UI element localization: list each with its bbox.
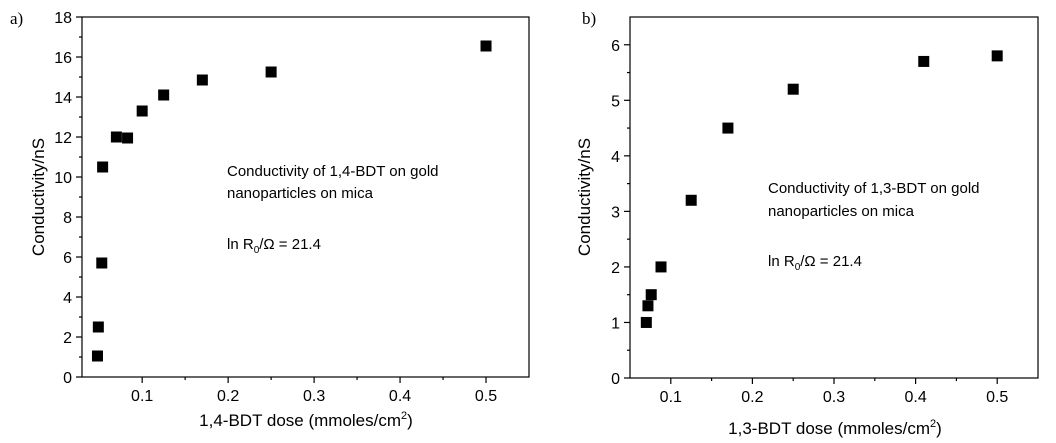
panel-a-data-point <box>136 105 148 117</box>
panel-a-data-point <box>480 40 492 52</box>
panel-a-data-point <box>158 89 170 101</box>
panel-b-label: b) <box>582 9 596 28</box>
panel-b-data-point <box>645 289 657 301</box>
panel-a-y-axis-title: Conductivity/nS <box>29 138 48 256</box>
panel-a-x-axis-title: 1,4-BDT dose (mmoles/cm2) <box>199 410 413 430</box>
panel-b-annotation-formula: ln R0/Ω = 21.4 <box>768 253 862 273</box>
panel-b-x-axis-title: 1,3-BDT dose (mmoles/cm2) <box>728 418 942 438</box>
panel-b-annotation-line1: Conductivity of 1,3-BDT on gold <box>768 180 980 197</box>
panel-b-y-tick-label: 2 <box>611 260 620 277</box>
panel-b-x-tick-label: 0.5 <box>986 389 1008 406</box>
panel-a-chart: a) 0.1 0.2 0.3 0.4 0.5 0 2 4 6 8 10 12 14 16 18 1,4-B… <box>10 9 530 430</box>
panel-a-x-tick-label: 0.4 <box>389 388 411 405</box>
panel-a-annotation-line1: Conductivity of 1,4-BDT on gold <box>227 163 439 180</box>
panel-a-data-point <box>110 131 122 143</box>
panel-b-data-point <box>722 122 734 134</box>
panel-a-data-point <box>265 66 277 78</box>
panel-a-y-axis: 0 2 4 6 8 10 12 14 16 18 <box>54 10 82 387</box>
panel-b-y-tick-label: 6 <box>611 38 620 55</box>
panel-b-data-point <box>918 55 930 67</box>
panel-b-x-tick-label: 0.3 <box>823 389 845 406</box>
panel-b-y-tick-label: 3 <box>611 204 620 221</box>
panel-a-y-tick-label: 0 <box>63 370 72 387</box>
panel-a-data-point <box>92 321 104 333</box>
panel-b-x-tick-label: 0.1 <box>660 389 682 406</box>
panel-a-y-tick-label: 2 <box>63 330 72 347</box>
panel-b-y-tick-label: 4 <box>611 149 620 166</box>
panel-b-y-axis-title: Conductivity/nS <box>575 138 594 256</box>
panel-a-data-point <box>97 161 109 173</box>
panel-a-x-tick-label: 0.1 <box>131 388 153 405</box>
panel-a-x-tick-label: 0.3 <box>303 388 325 405</box>
panel-a-points <box>91 40 492 362</box>
panel-b-chart: b) 0.1 0.2 0.3 0.4 0.5 0 1 2 3 4 5 6 1,3-BDT dose … <box>575 9 1039 438</box>
panel-a-y-tick-label: 4 <box>63 290 72 307</box>
panel-b-y-tick-label: 0 <box>611 371 620 388</box>
panel-a-annotation-formula: ln R0/Ω = 21.4 <box>227 236 321 256</box>
panel-a-data-point <box>96 257 108 269</box>
panel-a-data-point <box>196 74 208 86</box>
panel-a-y-tick-label: 6 <box>63 250 72 267</box>
panel-b-y-tick-label: 1 <box>611 315 620 332</box>
panel-a-y-tick-label: 8 <box>63 210 72 227</box>
panel-a-data-point <box>122 132 134 144</box>
panel-a-y-tick-label: 10 <box>54 170 72 187</box>
panel-a-y-tick-label: 16 <box>54 50 72 67</box>
panel-b-annotation-line2: nanoparticles on mica <box>768 203 915 220</box>
panel-b-x-tick-label: 0.2 <box>741 389 763 406</box>
panel-b-y-axis: 0 1 2 3 4 5 6 <box>611 38 630 388</box>
panel-b-x-tick-label: 0.4 <box>904 389 926 406</box>
panel-a-y-tick-label: 14 <box>54 90 72 107</box>
panel-a-x-tick-label: 0.2 <box>217 388 239 405</box>
panel-b-data-point <box>642 300 654 312</box>
panel-b-data-point <box>685 194 697 206</box>
panel-a-y-tick-label: 12 <box>54 130 72 147</box>
panel-b-data-point <box>640 316 652 328</box>
panel-a-annotation-line2: nanoparticles on mica <box>227 185 374 202</box>
panel-b-data-point <box>991 50 1003 62</box>
panel-b-y-tick-label: 5 <box>611 93 620 110</box>
panel-a-label: a) <box>10 9 23 28</box>
panel-b-x-axis: 0.1 0.2 0.3 0.4 0.5 <box>660 378 1008 406</box>
panel-a-data-point <box>91 350 103 362</box>
panel-b-data-point <box>787 83 799 95</box>
panel-b-data-point <box>655 261 667 273</box>
panel-b-points <box>640 50 1003 328</box>
panel-a-x-axis: 0.1 0.2 0.3 0.4 0.5 <box>131 377 497 405</box>
panel-a-y-tick-label: 18 <box>54 10 72 27</box>
panel-a-x-tick-label: 0.5 <box>475 388 497 405</box>
